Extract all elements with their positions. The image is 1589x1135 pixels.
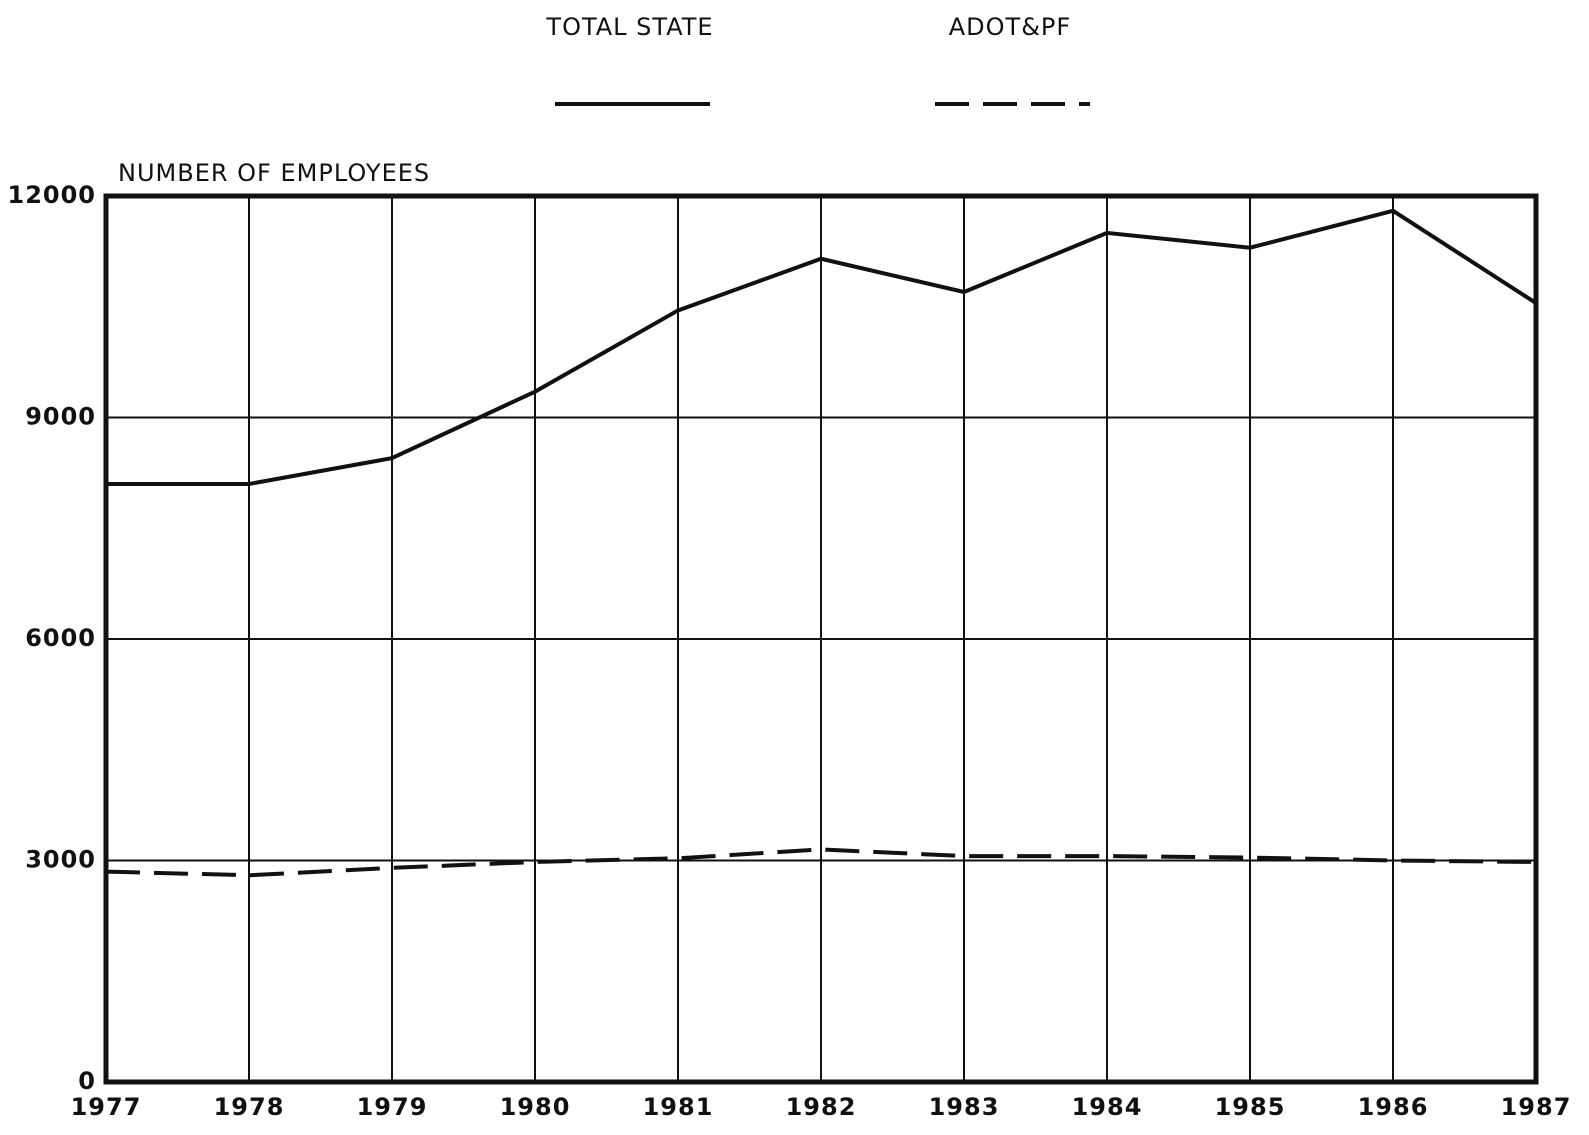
x-tick-label: 1987	[1501, 1093, 1572, 1121]
plot-frame	[103, 193, 1539, 1085]
x-tick-label: 1978	[214, 1093, 285, 1121]
x-tick-label: 1981	[643, 1093, 714, 1121]
y-axis-title: NUMBER OF EMPLOYEES	[118, 159, 430, 187]
y-tick-label: 9000	[25, 403, 96, 431]
y-tick-label: 0	[78, 1067, 96, 1095]
x-tick-label: 1977	[71, 1093, 142, 1121]
x-tick-label: 1985	[1215, 1093, 1286, 1121]
legend-label: ADOT&PF	[949, 13, 1071, 41]
y-tick-label: 3000	[25, 846, 96, 874]
x-tick-label: 1980	[500, 1093, 571, 1121]
x-tick-label: 1983	[929, 1093, 1000, 1121]
y-tick-label: 6000	[25, 624, 96, 652]
x-tick-label: 1984	[1072, 1093, 1143, 1121]
legend-label: TOTAL STATE	[545, 13, 713, 41]
y-tick-label: 12000	[8, 181, 97, 209]
x-tick-label: 1986	[1358, 1093, 1429, 1121]
x-tick-label: 1982	[786, 1093, 857, 1121]
series-line	[106, 208, 1538, 486]
x-tick-label: 1979	[357, 1093, 428, 1121]
